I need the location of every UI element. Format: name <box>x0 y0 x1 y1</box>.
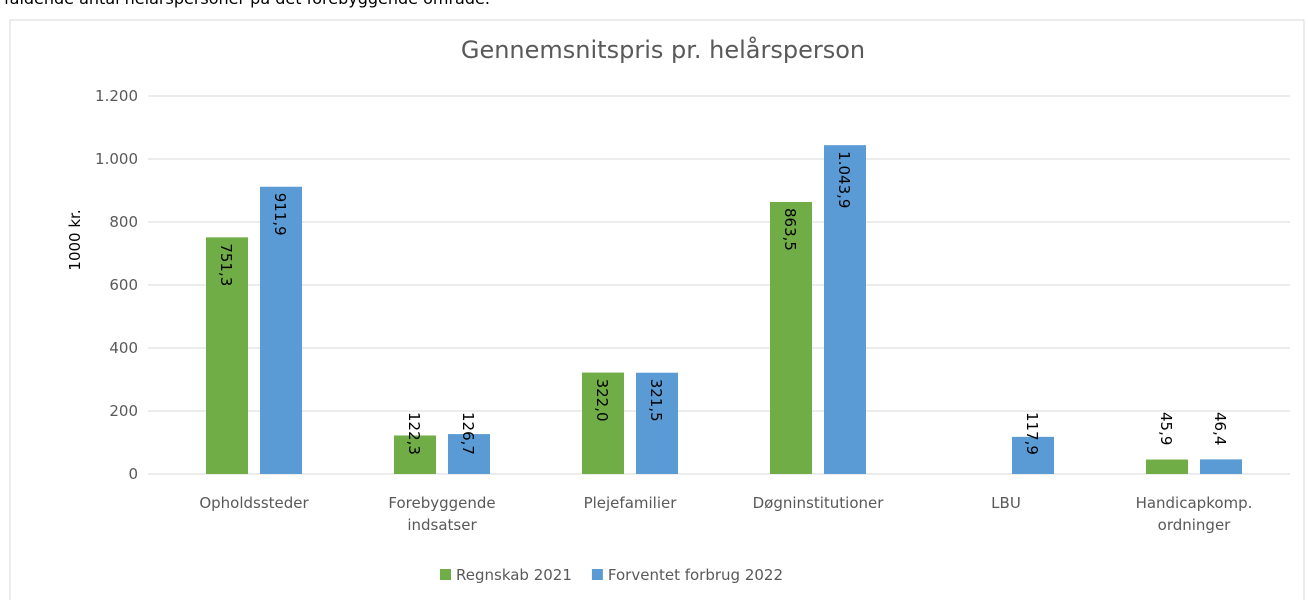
data-label: 911,9 <box>271 193 289 236</box>
data-label: 863,5 <box>781 208 799 251</box>
legend-swatch <box>440 569 451 580</box>
x-tick-label: Opholdssteder <box>199 494 309 512</box>
y-tick-label: 1.200 <box>95 87 138 105</box>
x-tick-label-line: Handicapkomp. <box>1136 494 1253 512</box>
bar <box>1200 459 1242 474</box>
x-tick-label-line: Forebyggende <box>388 494 495 512</box>
x-tick-label-line: Plejefamilier <box>584 494 678 512</box>
x-tick-label: Døgninstitutioner <box>753 494 885 512</box>
data-label: 1.043,9 <box>835 151 853 208</box>
chart-frame <box>9 19 1305 600</box>
x-tick-label-line: LBU <box>991 494 1021 512</box>
legend-swatch <box>591 569 603 580</box>
data-label: 126,7 <box>459 412 477 455</box>
bar <box>636 372 678 474</box>
x-tick-label-line: ordninger <box>1158 516 1232 534</box>
y-tick-label: 400 <box>109 339 138 357</box>
x-tick-label: LBU <box>991 494 1021 512</box>
intro-text: faldende antal helårspersoner på det for… <box>4 0 490 8</box>
legend-label: Forventet forbrug 2022 <box>608 566 783 584</box>
x-tick-label: Forebyggende indsatser <box>388 494 495 534</box>
x-tick-label-line: Opholdssteder <box>199 494 309 512</box>
y-axis-label: 1000 kr. <box>66 209 84 270</box>
y-tick-label: 200 <box>109 402 138 420</box>
data-label: 322,0 <box>593 379 611 422</box>
legend-label: Regnskab 2021 <box>456 566 572 584</box>
x-tick-label: Plejefamilier <box>584 494 678 512</box>
bar <box>394 435 436 474</box>
x-tick-label-line: indsatser <box>407 516 477 534</box>
bar <box>448 434 490 474</box>
y-tick-label: 800 <box>109 213 138 231</box>
data-label: 751,3 <box>217 243 235 286</box>
x-tick-label: Handicapkomp. ordninger <box>1136 494 1253 534</box>
bar <box>206 237 248 474</box>
y-tick-label: 1.000 <box>95 150 138 168</box>
bar <box>824 145 866 474</box>
bar <box>1146 459 1188 474</box>
data-label: 122,3 <box>405 412 423 455</box>
data-label: 321,5 <box>647 379 665 422</box>
bar <box>770 201 812 474</box>
bar <box>1012 436 1054 474</box>
x-tick-label-line: Døgninstitutioner <box>753 494 885 512</box>
bar <box>582 372 624 474</box>
data-label: 117,9 <box>1023 412 1041 455</box>
y-tick-label: 0 <box>128 465 138 483</box>
data-label: 46,4 <box>1211 412 1229 445</box>
y-tick-label: 600 <box>109 276 138 294</box>
data-label: 45,9 <box>1157 412 1175 445</box>
chart-title: Gennemsnitspris pr. helårsperson <box>461 35 865 64</box>
bar <box>260 186 302 474</box>
